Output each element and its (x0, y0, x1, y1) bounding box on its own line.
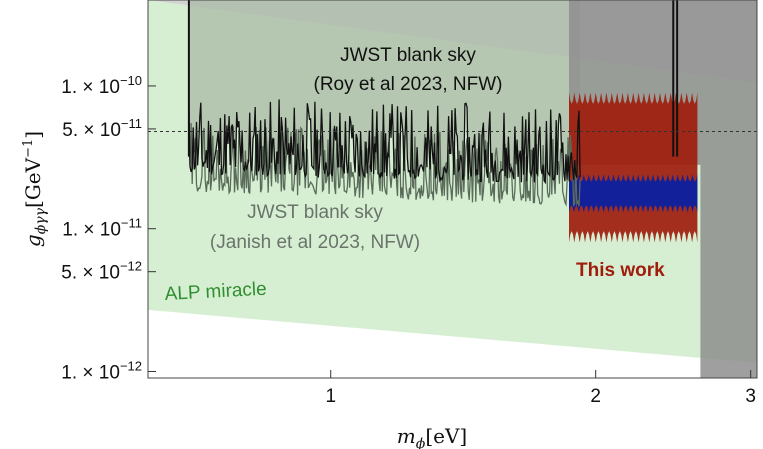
annotation-roy-line1: JWST blank sky (340, 45, 476, 66)
this-work-blue-region (569, 174, 698, 213)
gray-exclusion-region (569, 0, 757, 378)
y-tick-label-0: 1. × 10−12 (61, 358, 142, 383)
janish-series-line (188, 122, 581, 207)
y-tick-label-3: 5. × 10−11 (62, 116, 142, 141)
roy-series-line (188, 99, 581, 185)
y-axis-title-sub: ϕγγ (33, 207, 49, 234)
y-axis-title-unit-exp: −1 (21, 139, 36, 158)
x-tick-label-0: 1 (325, 386, 336, 407)
annotation-roy-line2: (Roy et al 2023, NFW) (314, 74, 503, 95)
y-tick-label-4: 1. × 10−10 (61, 73, 142, 98)
x-axis-title-main: m (397, 424, 416, 448)
x-tick-label-1: 2 (590, 386, 601, 407)
svg-text:gϕγγ[GeV−1]: gϕγγ[GeV−1] (21, 131, 49, 247)
x-axis-title-sub: ϕ (416, 436, 426, 449)
plot-frame (147, 0, 758, 379)
x-axis-title-unit: [eV] (425, 424, 467, 448)
annotation-janish-line2: (Janish et al 2023, NFW) (210, 232, 420, 253)
spikes-group (187, 0, 679, 157)
x-tick-label-2: 3 (745, 386, 756, 407)
annotation-janish-line1: JWST blank sky (247, 202, 383, 223)
y-axis-title-unit-open: [GeV (21, 157, 45, 208)
x-axis-title: mϕ[eV] (397, 424, 467, 449)
plot-area (148, 0, 757, 378)
annotation-this-work: This work (576, 260, 665, 281)
y-axis-title-main: g (21, 234, 45, 247)
y-axis-title-unit-close: ] (21, 131, 45, 139)
y-tick-label-2: 1. × 10−11 (62, 216, 142, 241)
ticks-group: 1 2 3 1. × 10−12 5. × 10−12 1. × 10−11 5. × 10… (61, 73, 756, 407)
y-tick-label-1: 5. × 10−12 (61, 259, 142, 284)
y-axis-title: gϕγγ[GeV−1] (21, 131, 49, 247)
